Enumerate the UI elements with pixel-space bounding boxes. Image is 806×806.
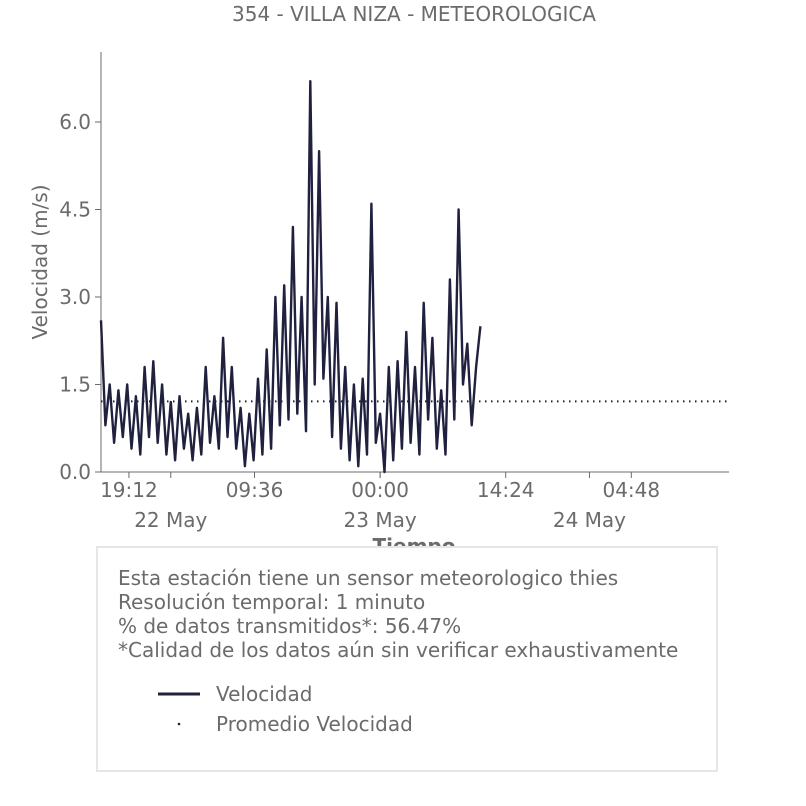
chart-title: 354 - VILLA NIZA - METEOROLOGICA <box>232 2 596 26</box>
x-tick-label: 14:24 <box>477 478 535 502</box>
info-line-sensor: Esta estación tiene un sensor meteorolog… <box>118 566 619 590</box>
x-tick-label: 00:00 <box>351 478 409 502</box>
info-line-data-percent: % de datos transmitidos*: 56.47% <box>118 614 462 638</box>
info-line-quality-note: *Calidad de los datos aún sin verificar … <box>118 638 679 662</box>
info-box: Esta estación tiene un sensor meteorolog… <box>96 546 718 772</box>
series-line-velocidad <box>99 79 482 474</box>
date-labels: 22 May 23 May 24 May <box>134 472 626 532</box>
series-layer <box>99 79 729 474</box>
y-tick-label: 3.0 <box>59 285 91 309</box>
x-ticks: 19:12 09:36 00:00 14:24 04:48 <box>100 472 660 502</box>
y-axis-label: Velocidad (m/s) <box>28 184 52 339</box>
x-axis-label: Tiempo <box>373 534 456 546</box>
x-date-label: 24 May <box>553 508 626 532</box>
legend-swatch-dot <box>177 722 181 726</box>
legend-swatch-solid-line <box>158 692 200 696</box>
x-tick-label: 04:48 <box>602 478 660 502</box>
y-tick-label: 1.5 <box>59 373 91 397</box>
y-ticks: 0.0 1.5 3.0 4.5 6.0 <box>59 110 101 484</box>
x-date-label: 23 May <box>344 508 417 532</box>
legend-label-velocidad: Velocidad <box>216 682 313 706</box>
info-text: Esta estación tiene un sensor meteorolog… <box>118 566 678 662</box>
y-tick-label: 6.0 <box>59 110 91 134</box>
x-date-label: 22 May <box>134 508 207 532</box>
info-line-resolution: Resolución temporal: 1 minuto <box>118 590 426 614</box>
y-tick-label: 0.0 <box>59 460 91 484</box>
x-tick-label: 09:36 <box>226 478 284 502</box>
chart: 354 - VILLA NIZA - METEOROLOGICA 0.0 1.5 3… <box>28 2 729 546</box>
y-tick-label: 4.5 <box>59 198 91 222</box>
legend-label-promedio: Promedio Velocidad <box>216 712 413 736</box>
x-tick-label: 19:12 <box>100 478 158 502</box>
